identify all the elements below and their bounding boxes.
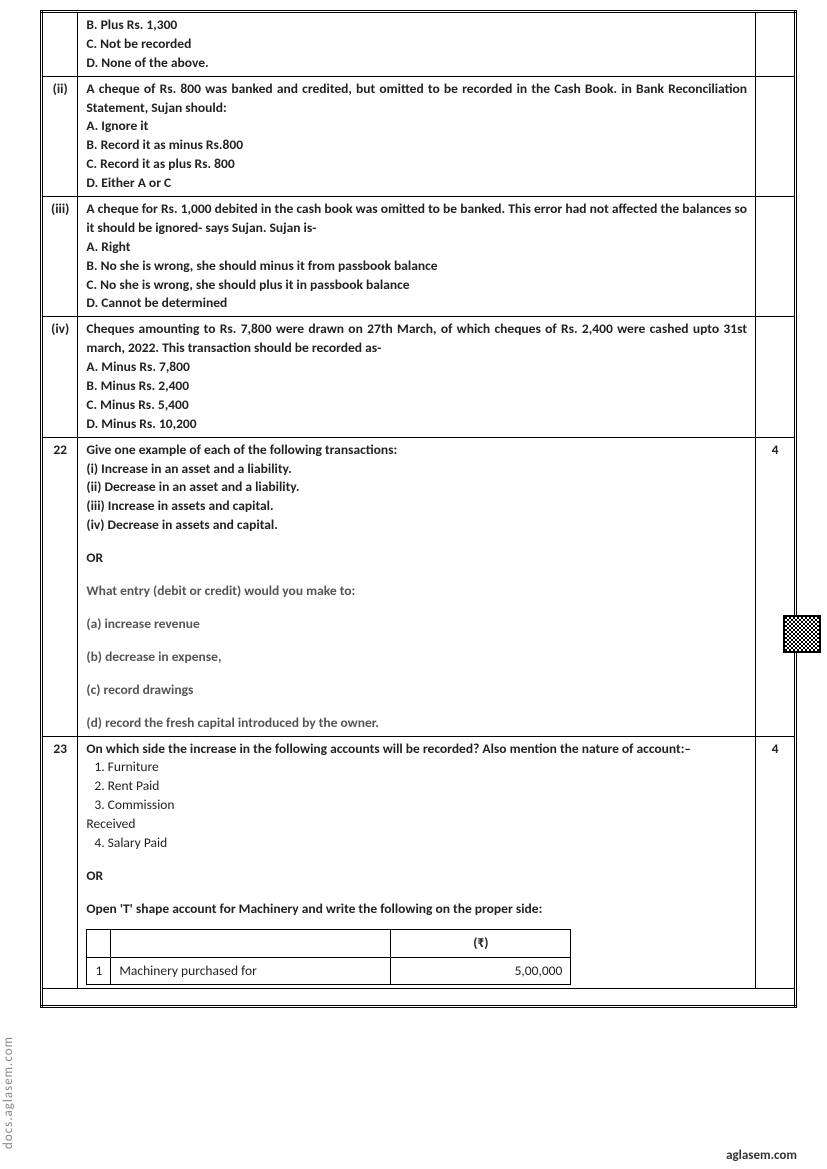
table-row: (iii) A cheque for Rs. 1,000 debited in … bbox=[42, 197, 796, 317]
marks-cell bbox=[756, 317, 796, 437]
sub-c: (c) record drawings bbox=[86, 681, 747, 700]
qnum-cell: 23 bbox=[42, 736, 78, 989]
content-cell: On which side the increase in the follow… bbox=[78, 736, 756, 989]
table-row: B. Plus Rs. 1,300 C. Not be recorded D. … bbox=[42, 12, 796, 77]
marks-cell bbox=[756, 197, 796, 317]
option-c: C. Minus Rs. 5,400 bbox=[86, 396, 747, 415]
or-label: OR bbox=[86, 867, 747, 886]
question-table: B. Plus Rs. 1,300 C. Not be recorded D. … bbox=[40, 10, 797, 1008]
marks-cell: 4 bbox=[756, 437, 796, 736]
inner-header: (₹) bbox=[391, 929, 571, 957]
option-c: C. Not be recorded bbox=[86, 35, 747, 54]
option-d: D. Minus Rs. 10,200 bbox=[86, 415, 747, 434]
marks-cell bbox=[756, 12, 796, 77]
option-a: A. Right bbox=[86, 238, 747, 257]
content-cell: Cheques amounting to Rs. 7,800 were draw… bbox=[78, 317, 756, 437]
content-cell: A cheque of Rs. 800 was banked and credi… bbox=[78, 76, 756, 196]
alt-stem: What entry (debit or credit) would you m… bbox=[86, 582, 747, 601]
alt-stem: Open 'T' shape account for Machinery and… bbox=[86, 900, 747, 919]
option-b: B. Minus Rs. 2,400 bbox=[86, 377, 747, 396]
option-d: D. Cannot be determined bbox=[86, 294, 747, 313]
qnum-cell: (ii) bbox=[42, 76, 78, 196]
question-stem: On which side the increase in the follow… bbox=[86, 740, 747, 759]
inner-num: 1 bbox=[87, 957, 111, 985]
option-b: B. No she is wrong, she should minus it … bbox=[86, 257, 747, 276]
table-row: (ii) A cheque of Rs. 800 was banked and … bbox=[42, 76, 796, 196]
qr-code-icon bbox=[783, 615, 821, 653]
sub-iv: (iv) Decrease in assets and capital. bbox=[86, 516, 747, 535]
spacer-cell bbox=[42, 989, 796, 1007]
list-item: 4. Salary Paid bbox=[86, 834, 747, 853]
question-stem: A cheque of Rs. 800 was banked and credi… bbox=[86, 80, 747, 118]
list-item-cont: Received bbox=[86, 815, 747, 834]
option-b: B. Plus Rs. 1,300 bbox=[86, 16, 747, 35]
table-row bbox=[42, 989, 796, 1007]
option-c: C. No she is wrong, she should plus it i… bbox=[86, 276, 747, 295]
table-row: (₹) bbox=[87, 929, 571, 957]
question-stem: A cheque for Rs. 1,000 debited in the ca… bbox=[86, 200, 747, 238]
sub-ii: (ii) Decrease in an asset and a liabilit… bbox=[86, 478, 747, 497]
option-c: C. Record it as plus Rs. 800 bbox=[86, 155, 747, 174]
marks-cell: 4 bbox=[756, 736, 796, 989]
marks-cell bbox=[756, 76, 796, 196]
question-stem: Give one example of each of the followin… bbox=[86, 441, 747, 460]
sub-iii: (iii) Increase in assets and capital. bbox=[86, 497, 747, 516]
inner-cell bbox=[111, 929, 391, 957]
option-d: D. Either A or C bbox=[86, 174, 747, 193]
qnum-cell: 22 bbox=[42, 437, 78, 736]
sub-i: (i) Increase in an asset and a liability… bbox=[86, 460, 747, 479]
question-stem: Cheques amounting to Rs. 7,800 were draw… bbox=[86, 320, 747, 358]
list-item: 2. Rent Paid bbox=[94, 777, 747, 796]
content-cell: Give one example of each of the followin… bbox=[78, 437, 756, 736]
qnum-cell bbox=[42, 12, 78, 77]
table-row: (iv) Cheques amounting to Rs. 7,800 were… bbox=[42, 317, 796, 437]
watermark-left: docs.aglasem.com bbox=[1, 1036, 16, 1149]
sub-d: (d) record the fresh capital introduced … bbox=[86, 714, 747, 733]
inner-cell bbox=[87, 929, 111, 957]
qnum-cell: (iv) bbox=[42, 317, 78, 437]
machinery-table: (₹) 1 Machinery purchased for 5,00,000 bbox=[86, 929, 571, 986]
account-list: 1. Furniture 2. Rent Paid 3. Commission bbox=[86, 758, 747, 815]
inner-text: Machinery purchased for bbox=[111, 957, 391, 985]
option-d: D. None of the above. bbox=[86, 54, 747, 73]
qnum-cell: (iii) bbox=[42, 197, 78, 317]
inner-amt: 5,00,000 bbox=[391, 957, 571, 985]
table-row: 23 On which side the increase in the fol… bbox=[42, 736, 796, 989]
sub-b: (b) decrease in expense, bbox=[86, 648, 747, 667]
table-row: 1 Machinery purchased for 5,00,000 bbox=[87, 957, 571, 985]
list-item: 3. Commission bbox=[94, 796, 747, 815]
list-item: 1. Furniture bbox=[94, 758, 747, 777]
watermark-right: aglasem.com bbox=[726, 1148, 797, 1163]
or-label: OR bbox=[86, 549, 747, 568]
option-a: A. Ignore it bbox=[86, 117, 747, 136]
table-row: 22 Give one example of each of the follo… bbox=[42, 437, 796, 736]
content-cell: A cheque for Rs. 1,000 debited in the ca… bbox=[78, 197, 756, 317]
option-b: B. Record it as minus Rs.800 bbox=[86, 136, 747, 155]
option-a: A. Minus Rs. 7,800 bbox=[86, 358, 747, 377]
content-cell: B. Plus Rs. 1,300 C. Not be recorded D. … bbox=[78, 12, 756, 77]
sub-a: (a) increase revenue bbox=[86, 615, 747, 634]
